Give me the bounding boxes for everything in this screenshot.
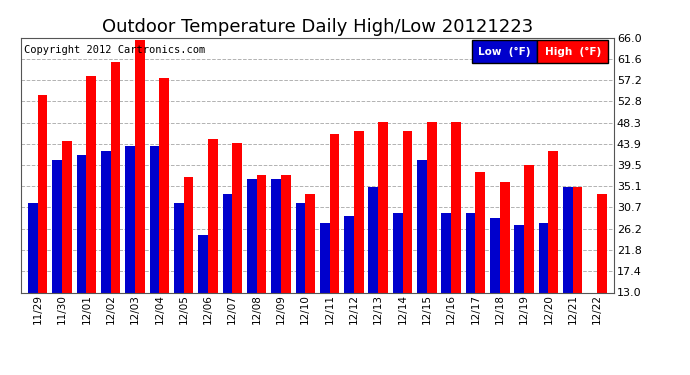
Bar [402,131,412,355]
Bar [393,213,402,355]
Bar [233,143,242,355]
Bar [597,194,607,355]
Bar [174,204,184,355]
Bar [135,40,145,355]
Bar [539,223,549,355]
Bar [427,122,437,355]
Bar [563,187,573,355]
Bar [466,213,475,355]
Bar [378,122,388,355]
Bar [587,292,597,355]
Bar [38,95,48,355]
Bar [126,146,135,355]
Bar [52,160,62,355]
Bar [28,204,38,355]
Bar [368,187,378,355]
Bar [198,235,208,355]
Bar [330,134,339,355]
Title: Outdoor Temperature Daily High/Low 20121223: Outdoor Temperature Daily High/Low 20121… [101,18,533,36]
Bar [62,141,72,355]
Bar [305,194,315,355]
Bar [295,204,305,355]
Bar [475,172,485,355]
Bar [344,216,354,355]
Bar [524,165,534,355]
Bar [451,122,461,355]
Bar [77,155,86,355]
Bar [490,218,500,355]
Bar [442,213,451,355]
Bar [514,225,524,355]
Bar [271,179,281,355]
Bar [150,146,159,355]
Bar [549,151,558,355]
Bar [110,62,121,355]
Bar [159,78,169,355]
Bar [208,138,217,355]
Bar [354,131,364,355]
Text: Copyright 2012 Cartronics.com: Copyright 2012 Cartronics.com [23,45,205,55]
Bar [247,179,257,355]
Bar [417,160,427,355]
Bar [223,194,233,355]
Bar [86,76,96,355]
Bar [500,182,509,355]
Bar [320,223,330,355]
Bar [184,177,193,355]
Bar [257,175,266,355]
Bar [281,175,290,355]
Bar [573,187,582,355]
Bar [101,151,110,355]
